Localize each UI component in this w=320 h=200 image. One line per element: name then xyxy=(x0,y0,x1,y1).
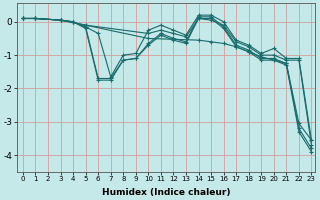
X-axis label: Humidex (Indice chaleur): Humidex (Indice chaleur) xyxy=(102,188,230,197)
